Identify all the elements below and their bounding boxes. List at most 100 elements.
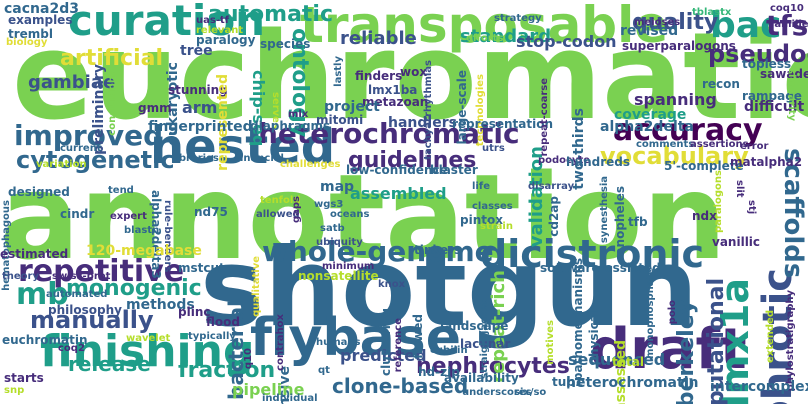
word-contrahox: contrahox [275, 314, 286, 371]
word-q10: q10 [243, 348, 254, 370]
word-bac: bac [710, 5, 782, 46]
word-classes: classes [472, 201, 513, 212]
word-tinkers: tinkers [414, 243, 462, 257]
word-methods: methods [126, 297, 195, 313]
word-nd75: nd75 [194, 205, 228, 219]
word-project: project [324, 99, 380, 115]
word-coq10: coq10 [770, 3, 804, 14]
word-tfs: tfs [766, 9, 808, 42]
word-disarray: disarray [528, 181, 575, 192]
word-flawed: flawed [411, 314, 425, 359]
word-paralogy: paralogy [196, 33, 256, 47]
word-cytogenetic: cytogenetic [16, 146, 175, 174]
word-clone-based: clone-based [332, 374, 469, 398]
word-euchromatic: euchromatic [12, 8, 808, 147]
word-blaster: blaster [430, 163, 478, 177]
word-ndx: ndx [692, 209, 717, 223]
word-philosophy: philosophy [48, 303, 122, 317]
word-scaffolds: scaffolds [778, 148, 808, 279]
word-coq2: coq2 [58, 343, 85, 354]
word-clustering: clustering [379, 308, 393, 376]
word-physical: physical [587, 310, 601, 366]
word-difficult: difficult [744, 99, 805, 115]
word-release: release [68, 352, 151, 376]
word-flybase: flybase [250, 308, 461, 368]
word-lastly: lastly [333, 56, 344, 87]
word-gambiae: gambiae [28, 72, 116, 93]
word-topless: topless [742, 57, 792, 71]
word-oceans: oceans [330, 209, 370, 220]
word-representation: representation [452, 117, 553, 131]
word-biology: biology [6, 37, 48, 48]
word-euchromatin: euchromatin [2, 333, 88, 347]
word-fraction: fraction [178, 358, 276, 383]
word-uas-tf: uas-tf [196, 15, 230, 26]
word-mstcut: mstcut [178, 261, 225, 275]
word-paralogons: paralogons [713, 170, 724, 233]
word-assertions: assertions [690, 139, 749, 150]
word-diaphragms: diaphragms [250, 119, 331, 133]
word-individual: individual [262, 393, 318, 404]
word-total: total [612, 355, 644, 369]
word-spanning: spanning [634, 90, 717, 109]
word-financial: financial [236, 153, 284, 164]
word-coverage: coverage [614, 107, 687, 123]
word-assessed: assessed [613, 340, 629, 404]
word-theory: theory [2, 271, 40, 282]
word-reliable: reliable [340, 28, 417, 49]
word-preliminary: preliminary [91, 64, 107, 155]
word-guidelines: guidelines [348, 148, 477, 173]
word-arm: arm [182, 98, 218, 117]
word-alpha2delta3: alpha2delta3 [149, 190, 163, 279]
word-mlx: mlx [288, 109, 309, 120]
word-tree: tree [180, 43, 213, 59]
word-conclusions: conclusions [107, 70, 118, 136]
word-heterochromatic: heterochromatic [258, 117, 520, 150]
word-landscape: landscape [440, 319, 509, 333]
word-metazoan: metazoan [362, 95, 429, 109]
word-five-complete: 5'-complete [664, 159, 744, 173]
word-nonsatellite: nonsatellite [298, 269, 379, 283]
word-intercomplex: intercomplex [710, 379, 808, 395]
word-stj: stj [746, 200, 757, 215]
word-wox: wox [400, 65, 428, 79]
word-expert: expert [110, 211, 147, 222]
word-rampage: rampage [742, 89, 802, 103]
word-six-so: six/so [514, 387, 547, 398]
word-quality: quality [632, 10, 719, 35]
word-pseudogenes: pseudogenes [708, 40, 808, 68]
word-vanillic: vanillic [712, 235, 761, 249]
word-sequenced: sequenced [568, 350, 666, 369]
word-wavelet: wavelet [126, 333, 171, 344]
word-stunning: stunning [168, 83, 228, 97]
word-hundreds: hundreds [566, 155, 631, 169]
word-nephrocytes: nephrocytes [416, 354, 570, 379]
word-humans: humans [316, 337, 361, 348]
word-chip-seq: chip-seq [249, 70, 268, 147]
word-qt: qt [318, 365, 330, 376]
word-dicistronic: dicistronic [480, 232, 705, 276]
word-knox: knox [378, 279, 406, 290]
word-sawadee: sawadee [760, 67, 808, 81]
word-transposable: transposable [300, 0, 669, 54]
word-slit: slit [734, 180, 745, 198]
word-tup1: tup1 [552, 375, 584, 389]
word-automated: automated [46, 289, 108, 300]
word-current: current [60, 143, 102, 154]
word-utrs: utrs [482, 143, 505, 154]
word-cubilin: cubilin [430, 345, 468, 356]
word-matalpha2: matalpha2 [730, 155, 803, 169]
word-repetitive-coarse: repeat-coarse [539, 78, 550, 157]
word-satb: satb [320, 223, 345, 234]
word-plinc: plinc [178, 305, 211, 319]
word-synesthesia: synesthesia [599, 176, 610, 244]
word-estimated: estimated [0, 247, 69, 261]
word-mb: mb [16, 277, 69, 312]
word-shotgun: shotgun [200, 226, 699, 351]
word-motives: motives [545, 320, 556, 365]
word-software-assisted: software-assisted [540, 261, 661, 275]
word-polo: polo [667, 300, 678, 325]
word-recon: recon [702, 77, 740, 91]
word-monogenic: monogenic [66, 276, 202, 301]
word-cacna2d3: cacna2d3 [4, 1, 79, 17]
